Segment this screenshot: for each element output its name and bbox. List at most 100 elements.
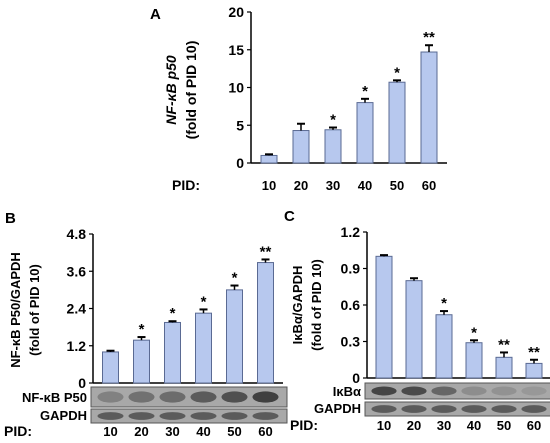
panel-b-blot-band — [97, 412, 124, 420]
panel-a-y-tick-label: 15 — [228, 42, 244, 58]
panel-c-y-tick-label: 0 — [352, 370, 360, 386]
panel-a-significance-marker: * — [362, 83, 368, 100]
panel-c-y-tick-label: 0.9 — [341, 261, 361, 277]
panel-b-blot-band — [221, 391, 248, 403]
panel-b-significance-marker: ** — [260, 243, 272, 260]
panel-b-x-tick-label: 40 — [196, 424, 210, 439]
panel-c-x-tick-label: 10 — [377, 418, 391, 433]
panel-b-blot-label: NF-κB P50 — [22, 390, 87, 405]
panel-a-x-tick-label: 20 — [294, 178, 308, 193]
panel-a-significance-marker: * — [394, 64, 400, 81]
panel-c-blot-band — [491, 405, 517, 413]
panel-c-x-tick-label: 40 — [467, 418, 481, 433]
panel-a-y-tick-label: 20 — [228, 4, 244, 20]
panel-b-bar — [102, 351, 119, 384]
panel-c-significance-marker: * — [441, 295, 447, 312]
panel-b-y-tick-label: 0 — [78, 375, 86, 391]
panel-c-blot-band — [401, 386, 427, 396]
panel-a-letter: A — [150, 6, 161, 23]
panel-a-y-tick-label: 5 — [236, 117, 244, 133]
panel-b-significance-marker: * — [232, 270, 238, 287]
panel-a-x-tick-label: 40 — [358, 178, 372, 193]
panel-b-blot-band — [128, 391, 155, 403]
panel-c-bar — [495, 356, 513, 379]
panel-b-significance-marker: * — [201, 293, 207, 310]
panel-b-x-tick-label: 60 — [258, 424, 272, 439]
panel-b-significance-marker: * — [170, 305, 176, 322]
panel-b-blot-band — [252, 391, 279, 403]
panel-a-pid-label: PID: — [172, 177, 200, 193]
panel-c-significance-marker: ** — [528, 344, 540, 361]
panel-c-y-tick-label: 1.2 — [341, 224, 361, 240]
panel-c-x-tick-label: 20 — [407, 418, 421, 433]
panel-c-y-tick-label: 0.6 — [341, 297, 361, 313]
panel-c-blot-label: IκBα — [333, 384, 361, 399]
panel-b-blot-band — [190, 391, 217, 403]
panel-b-x-tick-label: 50 — [227, 424, 241, 439]
panel-b-y-axis-title: NF-κB P50/GAPDH — [8, 252, 23, 368]
panel-c-significance-marker: ** — [498, 336, 510, 353]
panel-c-blot-band — [401, 405, 427, 413]
panel-b-x-tick-label: 20 — [134, 424, 148, 439]
panel-c-blot-band — [431, 405, 457, 413]
panel-b-bar — [226, 289, 243, 384]
panel-b-blot-band — [159, 391, 186, 403]
panel-c-bar — [405, 280, 423, 379]
panel-c-y-axis-title: IκBα/GAPDH — [290, 266, 305, 345]
panel-b-y-tick-label: 4.8 — [67, 226, 87, 242]
panel-a-bar — [420, 51, 438, 164]
panel-c-significance-marker: * — [471, 324, 477, 341]
panel-c-x-tick-label: 50 — [497, 418, 511, 433]
panel-c-bar — [435, 314, 453, 379]
panel-c-blot-band — [461, 386, 487, 396]
panel-c-blot-band — [491, 386, 517, 396]
panel-a-bar — [388, 81, 406, 164]
panel-b-bar — [195, 312, 212, 384]
panel-b-y-tick-label: 2.4 — [67, 301, 87, 317]
panel-c-blot-band — [521, 386, 547, 396]
panel-c-y-axis-title: (fold of PID 10) — [309, 259, 324, 351]
panel-c-bar — [465, 342, 483, 379]
panel-b-blot-band — [190, 412, 217, 420]
panel-b-letter: B — [5, 210, 16, 227]
panel-a-significance-marker: ** — [423, 29, 435, 46]
panel-b-blot-label: GAPDH — [40, 408, 87, 423]
panel-b-bar — [164, 321, 181, 384]
panel-c-blot-band — [371, 405, 397, 413]
panel-b-bar — [257, 262, 274, 384]
panel-a-y-tick-label: 0 — [236, 155, 244, 171]
panel-c-bar — [525, 362, 543, 379]
panel-a-bar — [324, 129, 342, 164]
panel-c-x-tick-label: 30 — [437, 418, 451, 433]
panel-b-y-axis-title: (fold of PID 10) — [27, 264, 42, 356]
panel-b-pid-label: PID: — [4, 423, 32, 439]
panel-c-blot-band — [461, 405, 487, 413]
panel-c-letter: C — [284, 208, 295, 225]
panel-b-bar — [133, 339, 150, 384]
panel-b-blot-band — [97, 391, 124, 403]
panel-c-bar — [375, 255, 393, 379]
panel-a-y-tick-label: 10 — [228, 80, 244, 96]
panel-a-bar — [292, 130, 310, 164]
panel-a-x-tick-label: 60 — [422, 178, 436, 193]
panel-a-x-tick-label: 30 — [326, 178, 340, 193]
panel-c-pid-label: PID: — [290, 417, 318, 433]
panel-c-y-tick-label: 0.3 — [341, 334, 361, 350]
panel-b-blot-band — [159, 412, 186, 420]
panel-b-blot-band — [128, 412, 155, 420]
panel-c-blot-band — [521, 405, 547, 413]
panel-a-significance-marker: * — [330, 112, 336, 129]
panel-b-y-tick-label: 1.2 — [67, 338, 87, 354]
panel-c-x-tick-label: 60 — [527, 418, 541, 433]
panel-b-blot-band — [252, 412, 279, 420]
panel-a-bar — [260, 154, 278, 164]
panel-b-y-tick-label: 3.6 — [67, 263, 87, 279]
panel-a-y-axis-title: NF-κB p50 — [163, 55, 179, 125]
panel-c-blot-label: GAPDH — [314, 401, 361, 416]
panel-a-x-tick-label: 10 — [262, 178, 276, 193]
panel-a-y-axis-title: (fold of PID 10) — [183, 41, 199, 140]
panel-b-x-tick-label: 30 — [165, 424, 179, 439]
panel-b-blot-band — [221, 412, 248, 420]
panel-c-blot-band — [431, 386, 457, 396]
